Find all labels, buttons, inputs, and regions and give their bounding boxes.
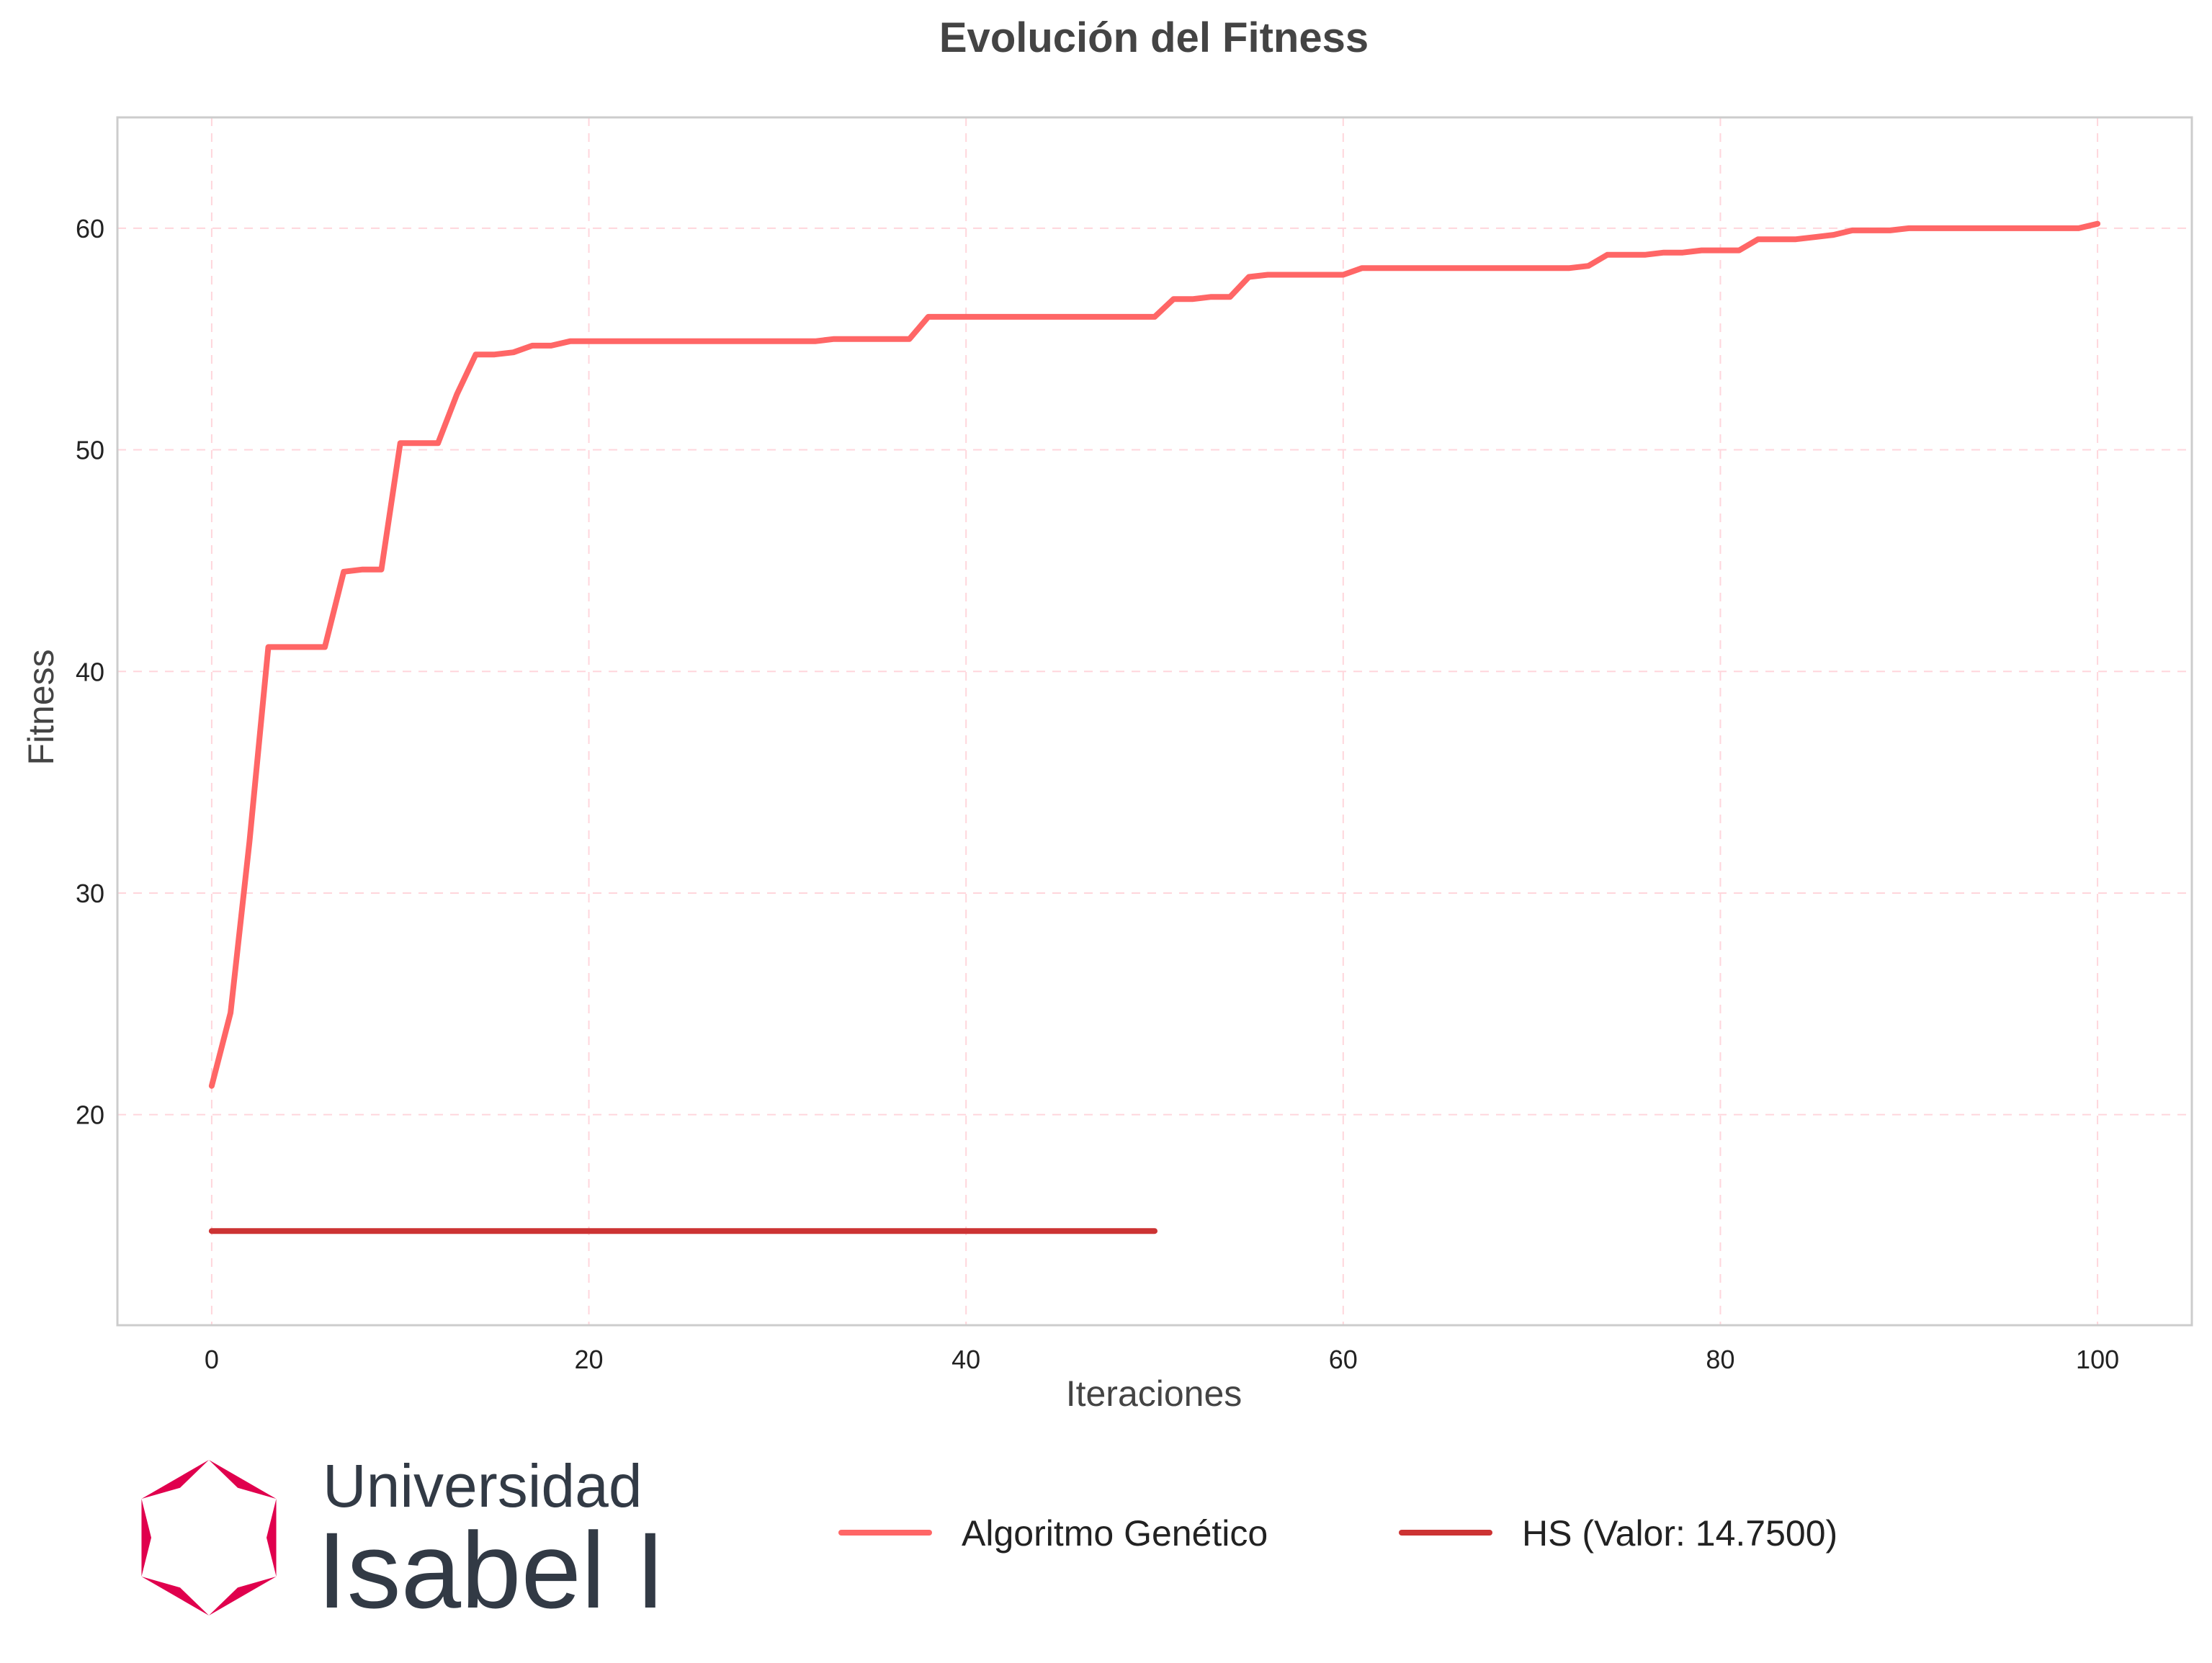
logo-text-universidad: Universidad [323, 1452, 642, 1520]
x-tick-label: 20 [575, 1345, 604, 1374]
legend-entry-hs: HS (Valor: 14.7500) [1399, 1513, 1837, 1554]
logo-mark-segment [209, 1460, 277, 1499]
x-axis-ticks: 0 20 40 60 80 100 [205, 1345, 2119, 1374]
plot-area-frame [116, 116, 2193, 1327]
legend-entry-ga: Algoritmo Genético [838, 1513, 1268, 1554]
y-tick-label: 30 [76, 879, 104, 908]
logo-mark-center [156, 1484, 262, 1591]
x-tick-label: 80 [1706, 1345, 1734, 1374]
y-tick-label: 40 [76, 657, 104, 686]
logo-mark-segment [141, 1577, 209, 1615]
series-layer [208, 220, 2101, 1234]
grid [117, 117, 2192, 1325]
y-tick-label: 60 [76, 214, 104, 243]
x-tick-label: 0 [205, 1345, 219, 1374]
y-tick-label: 20 [76, 1101, 104, 1130]
x-tick-label: 40 [951, 1345, 980, 1374]
legend: Algoritmo Genético HS (Valor: 14.7500) [838, 1513, 1837, 1554]
x-tick-label: 100 [2076, 1345, 2119, 1374]
logo-mark-segment [209, 1577, 277, 1615]
logo-text-isabel: Isabel I [317, 1510, 666, 1631]
logo-mark-segment [141, 1460, 209, 1499]
series-line-algoritmo-genetico [208, 220, 2101, 1089]
university-logo: Universidad Isabel I [141, 1452, 666, 1631]
y-axis-ticks: 20 30 40 50 60 [76, 214, 104, 1130]
x-axis-label: Iteraciones [1066, 1373, 1242, 1414]
chart-title: Evolución del Fitness [939, 14, 1369, 61]
logo-mark-segment [141, 1499, 151, 1577]
x-tick-label: 60 [1329, 1345, 1358, 1374]
y-axis-label: Fitness [21, 649, 61, 765]
logo-star-icon [141, 1460, 277, 1615]
y-tick-label: 50 [76, 436, 104, 465]
logo-mark-segment [267, 1499, 277, 1577]
legend-label-hs: HS (Valor: 14.7500) [1522, 1513, 1837, 1554]
legend-label-ga: Algoritmo Genético [962, 1513, 1268, 1554]
